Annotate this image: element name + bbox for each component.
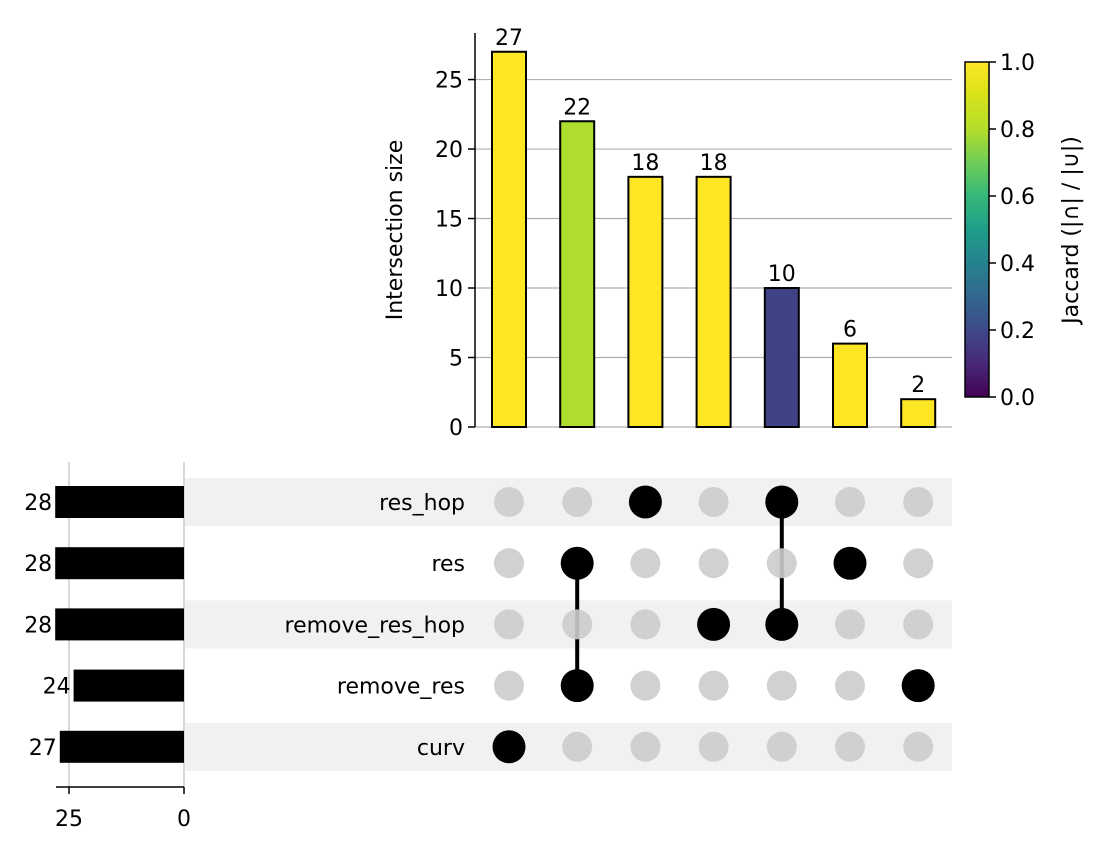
colorbar [964,61,990,398]
matrix-dot-inactive [630,609,661,640]
matrix-dot-active [765,607,799,641]
set-size-label: 28 [24,613,52,638]
matrix-dot-inactive [903,609,934,640]
matrix-dot-inactive [835,609,865,640]
matrix-dot-inactive [494,609,524,640]
matrix-dot-active [901,669,935,703]
matrix-dot-active [560,546,594,580]
set-size-bar [73,669,184,702]
matrix-dot-inactive [494,670,524,701]
colorbar-tick-label: 0.2 [1000,319,1035,344]
bar-value-labels: 27 22 18 18 10 6 2 [495,26,925,398]
intersection-bar [832,342,868,429]
matrix-dot-inactive [903,548,934,579]
matrix-dot-inactive [698,731,729,762]
matrix-dot-inactive [766,548,797,579]
bar-value-label: 10 [768,262,796,287]
intersection-bar [763,287,800,428]
y-tick-label: 15 [435,208,463,233]
bar-value-label: 22 [563,95,591,120]
matrix-dot-active [628,485,662,519]
matrix-dot-active [833,546,867,580]
y-tick-label: 5 [449,347,463,372]
bar-value-label: 27 [495,26,523,51]
matrix-dot-active [697,607,731,641]
set-size-label: 28 [24,552,52,577]
set-size-tick-label: 0 [177,807,191,832]
set-label: res_hop [379,491,465,516]
y-axis-title: Intersection size [383,140,408,321]
matrix-dot-active [492,730,526,764]
matrix-dot-inactive [835,670,865,701]
colorbar-title: Jaccard (|∩| / |∪|) [1059,136,1084,326]
intersection-bar [491,50,527,429]
intersection-bar [695,175,732,428]
bar-value-label: 18 [700,151,728,176]
set-size-labels: 28 28 28 24 27 [24,491,70,761]
colorbar-ticks: 0.0 0.2 0.4 0.6 0.8 1.0 [989,51,1035,411]
matrix-dot-inactive [698,670,729,701]
bar-value-label: 18 [631,151,659,176]
set-size-label: 28 [24,491,52,516]
matrix-dot-inactive [562,609,593,640]
y-tick-label: 25 [435,69,463,94]
matrix-dot-inactive [766,731,797,762]
matrix-dot-inactive [698,548,729,579]
colorbar-tick-label: 1.0 [1000,51,1035,76]
set-label: curv [417,736,465,761]
y-tick-label: 10 [435,277,463,302]
bar-value-label: 6 [843,318,857,343]
matrix-dot-inactive [766,670,797,701]
matrix-dot-inactive [562,487,593,517]
matrix-dot-inactive [562,731,593,762]
bar-value-label: 2 [911,373,925,398]
matrix-dot-active [560,669,594,703]
matrix-dot-inactive [630,731,661,762]
matrix-dot-inactive [630,548,661,579]
set-size-bar [59,730,184,763]
matrix-dot-inactive [698,487,729,517]
colorbar-tick-label: 0.4 [1000,252,1035,277]
set-size-tick-label: 25 [55,807,83,832]
y-tick-label: 0 [449,416,463,441]
set-label: res [431,552,465,577]
set-label: remove_res_hop [285,613,465,638]
intersection-bar [559,120,596,429]
matrix-dot-inactive [630,670,661,701]
matrix-dot-inactive [903,487,934,517]
intersection-bar [900,398,937,429]
set-size-bars [55,486,185,763]
matrix-dots [492,485,935,764]
intersection-bars [491,50,937,429]
colorbar-tick-label: 0.6 [1000,185,1035,210]
matrix-dot-inactive [494,548,524,579]
matrix-dot-inactive [835,731,865,762]
colorbar-tick-label: 0.8 [1000,118,1035,143]
matrix-dot-inactive [835,487,865,517]
intersection-bar [627,175,664,428]
set-label: remove_res [337,675,465,700]
matrix-dot-inactive [494,487,524,517]
colorbar-tick-label: 0.0 [1000,386,1035,411]
set-size-label: 24 [43,675,71,700]
set-size-bar [55,486,185,518]
matrix-dot-inactive [903,731,934,762]
set-size-label: 27 [29,736,57,761]
set-size-bar [55,608,185,641]
matrix-connector-lines [575,502,784,686]
matrix-dot-active [765,485,799,519]
y-tick-label: 20 [435,138,463,163]
y-axis: 0 5 10 15 20 25 [435,33,476,441]
set-size-bar [55,547,185,580]
